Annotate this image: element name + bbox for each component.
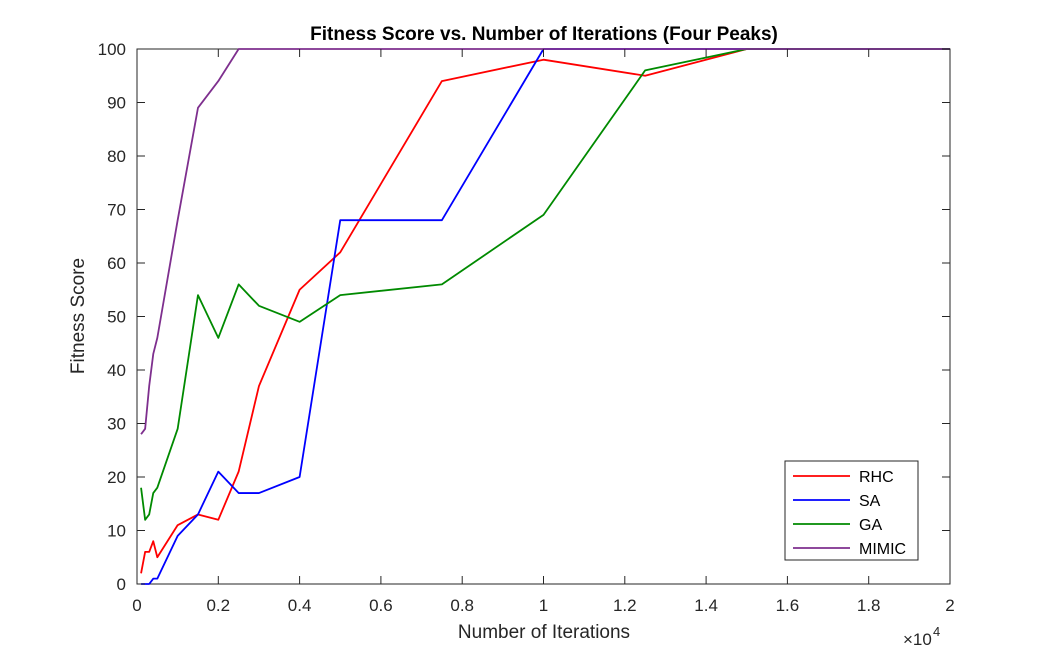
x-tick-label: 1.4 <box>694 596 718 615</box>
y-tick-label: 60 <box>107 254 126 273</box>
legend-label-rhc: RHC <box>859 469 894 486</box>
y-tick-label: 100 <box>98 40 126 59</box>
x-axis-multiplier-base: ×10 <box>903 630 932 649</box>
y-tick-label: 30 <box>107 415 126 434</box>
series-line-ga <box>140 48 950 521</box>
x-tick-label: 2 <box>945 596 954 615</box>
x-tick-label: 0.2 <box>206 596 230 615</box>
x-axis-label: Number of Iterations <box>458 622 630 643</box>
x-tick-label: 1.6 <box>776 596 800 615</box>
x-tick-label: 1.2 <box>613 596 637 615</box>
y-tick-label: 0 <box>117 575 126 594</box>
legend: RHC SA GA MIMIC <box>784 460 919 561</box>
y-tick-label: 40 <box>107 361 126 380</box>
legend-box <box>784 460 919 561</box>
legend-label-sa: SA <box>859 493 881 510</box>
series-line-rhc <box>140 48 950 574</box>
y-tick-label: 50 <box>107 308 126 327</box>
x-axis-multiplier: ×10 4 <box>903 624 940 649</box>
x-tick-label: 0 <box>132 596 141 615</box>
x-tick-label: 1 <box>539 596 548 615</box>
ticks-layer: 0 0.2 0.4 0.6 0.8 1 1.2 1.4 1.6 1.8 20102030405060… <box>98 40 955 615</box>
plot-area: 0 0.2 0.4 0.6 0.8 1 1.2 1.4 1.6 1.8 20102030405060… <box>98 40 955 615</box>
y-tick-label: 20 <box>107 468 126 487</box>
legend-items: RHC SA GA MIMIC <box>793 469 906 558</box>
y-tick-label: 70 <box>107 201 126 220</box>
chart-title: Fitness Score vs. Number of Iterations (… <box>310 24 778 45</box>
x-tick-label: 1.8 <box>857 596 881 615</box>
legend-label-ga: GA <box>859 517 882 534</box>
y-tick-label: 10 <box>107 522 126 541</box>
series-layer <box>140 48 950 585</box>
y-axis-label: Fitness Score <box>68 258 89 374</box>
y-tick-label: 80 <box>107 147 126 166</box>
x-tick-label: 0.8 <box>450 596 474 615</box>
series-line-mimic <box>140 48 950 435</box>
x-tick-label: 0.6 <box>369 596 393 615</box>
x-axis-multiplier-exponent: 4 <box>933 624 940 639</box>
legend-label-mimic: MIMIC <box>859 541 906 558</box>
y-tick-label: 90 <box>107 94 126 113</box>
x-tick-label: 0.4 <box>288 596 312 615</box>
